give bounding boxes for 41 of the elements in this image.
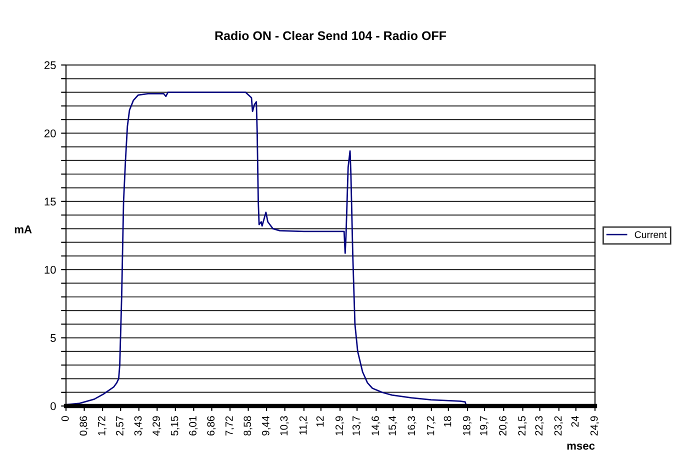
x-tick-label: 2,57 [116, 416, 125, 436]
x-tick-label: 24,9 [590, 416, 600, 436]
x-tick-label: 6,01 [189, 416, 198, 436]
x-tick-label: 10,3 [280, 416, 289, 436]
x-tick-label: 18 [444, 416, 452, 427]
x-tick-label: 5,15 [170, 416, 180, 436]
x-tick-label: 6,86 [207, 416, 216, 436]
legend-label: Current [634, 231, 667, 238]
chart-title: Radio ON - Clear Send 104 - Radio OFF [215, 30, 446, 40]
y-tick-label: 0 [50, 402, 56, 410]
x-tick-label: 23,2 [554, 416, 563, 436]
x-axis-title: msec [567, 444, 595, 450]
y-tick-label: 20 [44, 129, 56, 138]
y-tick-label: 25 [44, 61, 56, 70]
x-tick-label: 0,86 [80, 416, 88, 436]
x-tick-label: 13,7 [352, 416, 362, 436]
x-tick-label: 0 [61, 416, 69, 422]
y-tick-label: 10 [44, 266, 56, 274]
x-tick-label: 21,5 [518, 416, 527, 436]
x-tick-label: 16,3 [408, 416, 416, 436]
x-tick-label: 15,4 [388, 416, 398, 436]
x-tick-label: 20,6 [499, 416, 508, 436]
x-tick-label: 7,72 [225, 416, 234, 436]
x-tick-label: 14,6 [372, 416, 380, 436]
x-tick-label: 3,43 [134, 416, 143, 436]
y-tick-label: 5 [50, 334, 56, 342]
x-tick-label: 9,44 [262, 416, 271, 436]
y-axis-title: mA [14, 226, 32, 234]
x-tick-label: 12,9 [335, 416, 344, 436]
y-tick-label: 15 [44, 198, 56, 206]
x-tick-label: 11,2 [299, 416, 308, 434]
x-tick-label: 4,29 [152, 416, 162, 436]
x-tick-label: 24 [571, 416, 579, 427]
x-tick-label: 12 [316, 416, 324, 427]
x-tick-label: 8,58 [244, 416, 252, 436]
x-tick-label: 1,72 [98, 416, 107, 436]
x-tick-label: 19,7 [480, 416, 489, 436]
line-series [66, 92, 467, 406]
x-tick-label: 18,9 [462, 416, 472, 436]
x-tick-label: 17,2 [426, 416, 436, 436]
x-tick-label: 22,3 [535, 416, 544, 436]
